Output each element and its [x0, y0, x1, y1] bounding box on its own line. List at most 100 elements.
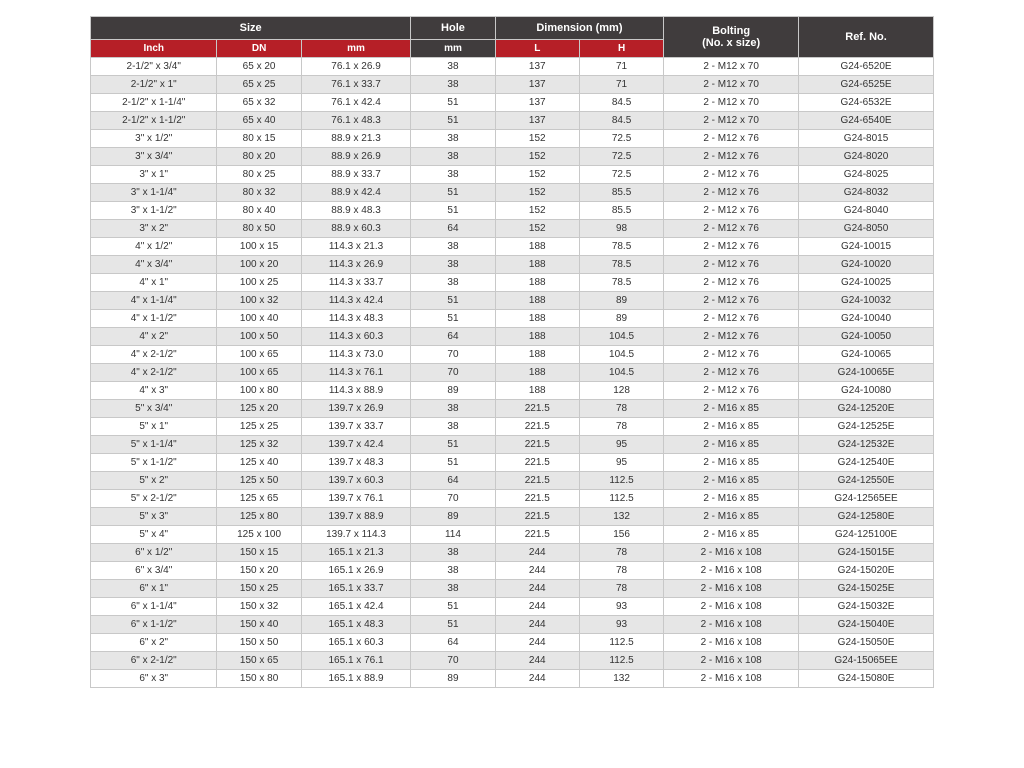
cell-inch: 2-1/2" x 1-1/4" — [91, 94, 217, 112]
cell-H: 78.5 — [579, 274, 663, 292]
cell-dn: 150 x 25 — [217, 580, 301, 598]
cell-mm: 139.7 x 60.3 — [301, 472, 411, 490]
cell-ref: G24-10065 — [799, 346, 934, 364]
table-row: 4" x 1-1/4"100 x 32114.3 x 42.451188892 … — [91, 292, 934, 310]
cell-inch: 3" x 3/4" — [91, 148, 217, 166]
cell-bolting: 2 - M12 x 76 — [664, 148, 799, 166]
cell-H: 89 — [579, 292, 663, 310]
table-row: 5" x 1"125 x 25139.7 x 33.738221.5782 - … — [91, 418, 934, 436]
cell-bolting: 2 - M16 x 85 — [664, 454, 799, 472]
cell-mm: 139.7 x 76.1 — [301, 490, 411, 508]
cell-dn: 65 x 40 — [217, 112, 301, 130]
cell-hole: 38 — [411, 580, 495, 598]
cell-inch: 6" x 2" — [91, 634, 217, 652]
cell-dn: 80 x 15 — [217, 130, 301, 148]
cell-L: 244 — [495, 616, 579, 634]
cell-ref: G24-6520E — [799, 58, 934, 76]
cell-H: 95 — [579, 454, 663, 472]
cell-inch: 4" x 1-1/2" — [91, 310, 217, 328]
cell-mm: 114.3 x 88.9 — [301, 382, 411, 400]
cell-dn: 125 x 65 — [217, 490, 301, 508]
cell-hole: 51 — [411, 436, 495, 454]
cell-hole: 51 — [411, 598, 495, 616]
cell-mm: 165.1 x 33.7 — [301, 580, 411, 598]
cell-dn: 150 x 50 — [217, 634, 301, 652]
cell-mm: 139.7 x 88.9 — [301, 508, 411, 526]
cell-mm: 76.1 x 42.4 — [301, 94, 411, 112]
table-row: 4" x 2"100 x 50114.3 x 60.364188104.52 -… — [91, 328, 934, 346]
cell-H: 78.5 — [579, 238, 663, 256]
cell-L: 244 — [495, 562, 579, 580]
cell-L: 244 — [495, 598, 579, 616]
cell-L: 152 — [495, 202, 579, 220]
cell-inch: 6" x 1" — [91, 580, 217, 598]
cell-inch: 4" x 3" — [91, 382, 217, 400]
cell-L: 152 — [495, 148, 579, 166]
table-row: 2-1/2" x 1-1/4"65 x 3276.1 x 42.45113784… — [91, 94, 934, 112]
header-size: Size — [91, 17, 411, 40]
cell-ref: G24-12532E — [799, 436, 934, 454]
table-row: 4" x 2-1/2"100 x 65114.3 x 76.170188104.… — [91, 364, 934, 382]
cell-dn: 125 x 80 — [217, 508, 301, 526]
cell-H: 104.5 — [579, 328, 663, 346]
cell-dn: 125 x 100 — [217, 526, 301, 544]
cell-ref: G24-10015 — [799, 238, 934, 256]
cell-H: 72.5 — [579, 148, 663, 166]
header-ref: Ref. No. — [799, 17, 934, 58]
cell-dn: 150 x 20 — [217, 562, 301, 580]
cell-bolting: 2 - M12 x 76 — [664, 274, 799, 292]
cell-bolting: 2 - M16 x 85 — [664, 508, 799, 526]
cell-H: 71 — [579, 58, 663, 76]
subheader-H: H — [579, 40, 663, 58]
cell-mm: 139.7 x 42.4 — [301, 436, 411, 454]
cell-ref: G24-6540E — [799, 112, 934, 130]
cell-H: 78 — [579, 580, 663, 598]
cell-ref: G24-10080 — [799, 382, 934, 400]
cell-ref: G24-6532E — [799, 94, 934, 112]
table-row: 4" x 1-1/2"100 x 40114.3 x 48.351188892 … — [91, 310, 934, 328]
cell-H: 72.5 — [579, 130, 663, 148]
cell-inch: 5" x 2-1/2" — [91, 490, 217, 508]
cell-inch: 5" x 1" — [91, 418, 217, 436]
cell-bolting: 2 - M12 x 76 — [664, 310, 799, 328]
cell-dn: 65 x 25 — [217, 76, 301, 94]
cell-dn: 100 x 80 — [217, 382, 301, 400]
cell-bolting: 2 - M12 x 76 — [664, 256, 799, 274]
cell-bolting: 2 - M12 x 70 — [664, 58, 799, 76]
subheader-L: L — [495, 40, 579, 58]
cell-L: 221.5 — [495, 508, 579, 526]
table-row: 5" x 1-1/2"125 x 40139.7 x 48.351221.595… — [91, 454, 934, 472]
cell-dn: 65 x 32 — [217, 94, 301, 112]
cell-H: 72.5 — [579, 166, 663, 184]
cell-H: 156 — [579, 526, 663, 544]
cell-ref: G24-8020 — [799, 148, 934, 166]
cell-bolting: 2 - M12 x 76 — [664, 166, 799, 184]
cell-L: 137 — [495, 112, 579, 130]
cell-H: 98 — [579, 220, 663, 238]
cell-H: 132 — [579, 670, 663, 688]
cell-H: 93 — [579, 616, 663, 634]
cell-ref: G24-8032 — [799, 184, 934, 202]
cell-dn: 150 x 40 — [217, 616, 301, 634]
table-row: 6" x 2"150 x 50165.1 x 60.364244112.52 -… — [91, 634, 934, 652]
cell-L: 244 — [495, 652, 579, 670]
cell-H: 132 — [579, 508, 663, 526]
table-row: 4" x 1/2"100 x 15114.3 x 21.33818878.52 … — [91, 238, 934, 256]
cell-H: 104.5 — [579, 346, 663, 364]
cell-H: 78 — [579, 544, 663, 562]
cell-mm: 88.9 x 60.3 — [301, 220, 411, 238]
cell-mm: 165.1 x 42.4 — [301, 598, 411, 616]
table-row: 4" x 1"100 x 25114.3 x 33.73818878.52 - … — [91, 274, 934, 292]
cell-L: 137 — [495, 58, 579, 76]
cell-dn: 150 x 65 — [217, 652, 301, 670]
header-hole: Hole — [411, 17, 495, 40]
cell-mm: 114.3 x 48.3 — [301, 310, 411, 328]
cell-ref: G24-12520E — [799, 400, 934, 418]
cell-L: 137 — [495, 76, 579, 94]
table-row: 5" x 1-1/4"125 x 32139.7 x 42.451221.595… — [91, 436, 934, 454]
cell-dn: 100 x 65 — [217, 346, 301, 364]
cell-L: 221.5 — [495, 418, 579, 436]
cell-hole: 70 — [411, 364, 495, 382]
cell-bolting: 2 - M16 x 108 — [664, 580, 799, 598]
cell-hole: 64 — [411, 220, 495, 238]
